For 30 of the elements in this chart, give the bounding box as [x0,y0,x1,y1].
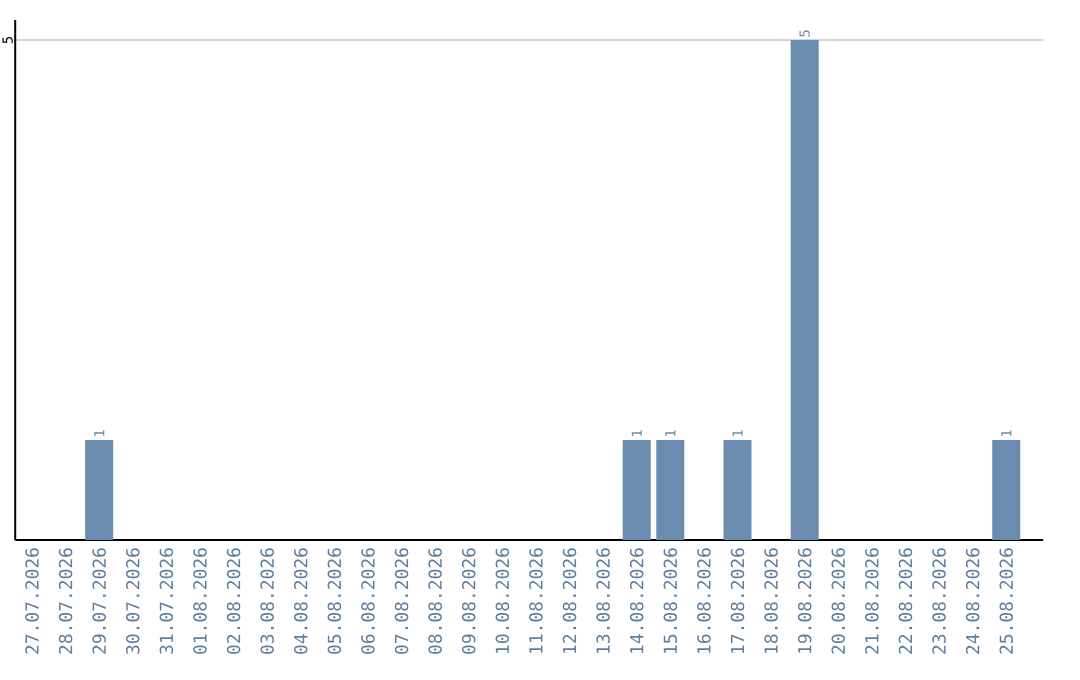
x-tick-label: 18.08.2026 [764,548,778,653]
x-tick-label: 22.08.2026 [898,548,913,654]
x-tick-label: 25.08.2026 [999,548,1014,654]
x-tick-label: 24.08.2026 [965,548,980,654]
x-tick-label: 02.08.2026 [226,548,241,654]
x-tick-label: 17.08.2026 [730,548,745,653]
x-tick-label: 23.08.2026 [932,548,946,654]
x-tick-label: 04.08.2026 [293,548,308,654]
x-tick-label: 21.08.2026 [865,548,879,654]
x-tick-label: 31.07.2026 [159,548,174,654]
x-tick-label: 19.08.2026 [797,548,812,653]
x-tick-label: 07.08.2026 [394,548,409,654]
x-tick-label: 06.08.2026 [361,548,375,654]
x-tick-label: 14.08.2026 [629,548,644,653]
x-tick-label: 15.08.2026 [663,548,678,653]
x-tick-label: 13.08.2026 [596,548,610,653]
x-tick-label: 01.08.2026 [193,548,207,654]
x-tick-label: 27.07.2026 [25,548,39,654]
x-tick-label: 11.08.2026 [529,548,543,653]
x-tick-label: 05.08.2026 [327,548,342,654]
x-tick-label: 10.08.2026 [495,548,510,653]
x-tick-label: 30.07.2026 [126,548,140,654]
x-tick-label: 09.08.2026 [461,548,476,654]
x-tick-label: 16.08.2026 [697,548,711,653]
x-tick-label: 28.07.2026 [58,548,73,654]
x-tick-label: 20.08.2026 [831,548,846,654]
x-tick-label: 12.08.2026 [562,548,577,653]
x-tick-label: 03.08.2026 [260,548,274,654]
x-tick-label: 29.07.2026 [92,548,106,654]
x-tick-label: 08.08.2026 [428,548,442,654]
